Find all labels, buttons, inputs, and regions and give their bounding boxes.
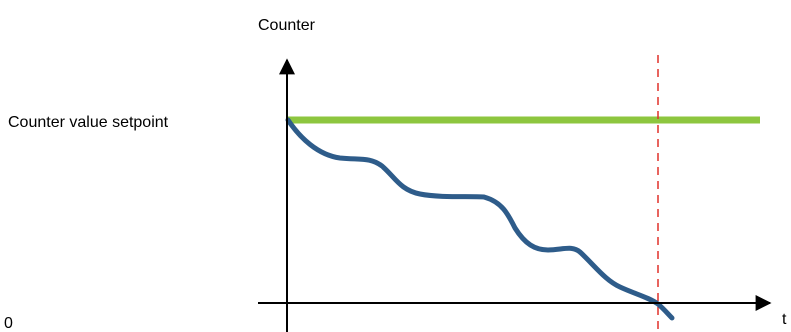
x-axis-label: t	[782, 311, 787, 328]
counter-curve	[285, 117, 675, 321]
y-axis-title: Counter	[258, 17, 315, 34]
setpoint-label: Counter value setpoint	[8, 114, 169, 131]
origin-label: 0	[4, 315, 13, 332]
